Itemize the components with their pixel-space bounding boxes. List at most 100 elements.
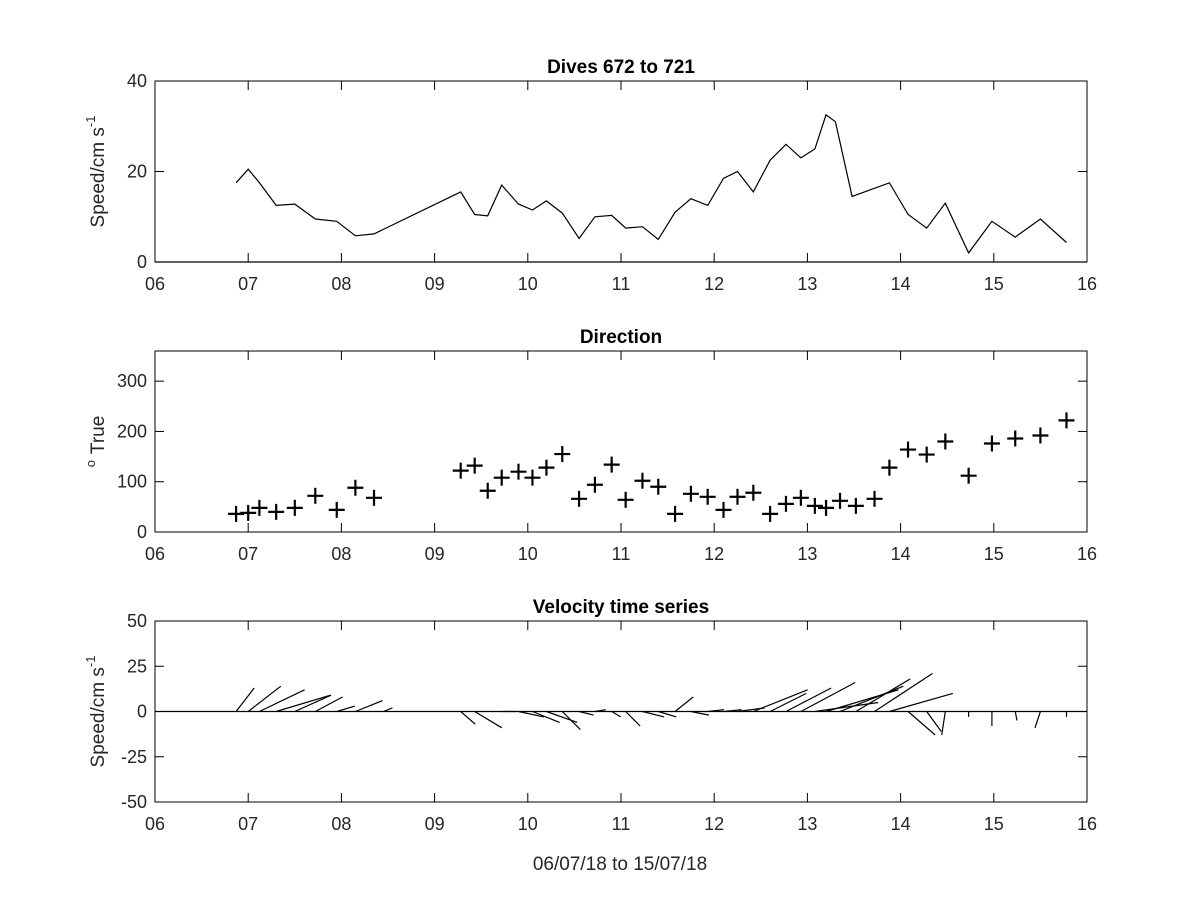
velocity-stick [561, 711, 581, 731]
velocity-stick [1034, 711, 1041, 728]
velocity-stick [690, 710, 710, 716]
velocity-stick [707, 709, 725, 713]
velocity-x-tick-label: 13 [797, 814, 817, 834]
direction-point [1058, 412, 1075, 429]
direction-point [571, 490, 588, 507]
direction-point [918, 446, 935, 463]
velocity-stick [723, 709, 742, 713]
velocity-panel-ylabel: Speed/cm s-1 [83, 656, 109, 768]
speed-panel: Dives 672 to 721 Speed/cm s-1 06 07 08 09 10… [83, 57, 1097, 294]
svg-text:Speed/cm s-1: Speed/cm s-1 [83, 116, 109, 228]
figure-xlabel: 06/07/18 to 15/07/18 [533, 854, 707, 875]
velocity-x-tick-label: 09 [425, 814, 445, 834]
velocity-stick [839, 685, 904, 713]
velocity-stick [926, 711, 942, 732]
svg-text:Speed/cm s-1: Speed/cm s-1 [83, 656, 109, 768]
direction-point [960, 467, 977, 484]
velocity-stick [625, 711, 641, 727]
speed-panel-ylabel-sup: -1 [83, 116, 98, 128]
velocity-stick [259, 689, 305, 713]
velocity-x-tick-label: 14 [891, 814, 911, 834]
velocity-stick [383, 707, 393, 713]
direction-x-tick-label: 12 [704, 544, 724, 564]
speed-plot-area [154, 80, 1088, 263]
velocity-y-tick-label: 25 [127, 656, 147, 676]
speed-x-tick-label: 15 [984, 274, 1004, 294]
direction-point [617, 491, 634, 508]
velocity-x-tick-label: 07 [238, 814, 258, 834]
direction-point [538, 459, 555, 476]
direction-point [452, 462, 469, 479]
velocity-stick [658, 710, 677, 718]
velocity-stick [355, 700, 383, 713]
speed-panel-ylabel-main: Speed/cm s [88, 127, 109, 227]
velocity-stick [336, 705, 355, 713]
velocity-x-tick-label: 16 [1077, 814, 1097, 834]
velocity-stick [874, 672, 933, 713]
velocity-panel-ylabel-main: Speed/cm s [88, 667, 109, 767]
velocity-stick [294, 694, 332, 713]
speed-x-tick-label: 11 [612, 274, 631, 294]
speed-x-tick-label: 07 [238, 274, 258, 294]
direction-x-tick-label: 08 [331, 544, 351, 564]
direction-x-tick-label: 16 [1077, 544, 1097, 564]
speed-x-tick-label: 06 [145, 274, 165, 294]
speed-panel-ylabel: Speed/cm s-1 [83, 116, 109, 228]
velocity-y-tick-label: -50 [121, 792, 147, 812]
speed-x-tick-label: 12 [704, 274, 724, 294]
direction-x-tick-label: 06 [145, 544, 165, 564]
direction-x-tick-label: 09 [425, 544, 445, 564]
velocity-stick [546, 710, 578, 723]
direction-point [1007, 430, 1024, 447]
speed-y-tick-label: 20 [127, 162, 147, 182]
direction-point [493, 469, 510, 486]
velocity-x-tick-label: 06 [145, 814, 165, 834]
direction-point [307, 487, 324, 504]
velocity-stick [855, 678, 911, 713]
velocity-stick [474, 710, 503, 729]
velocity-stick [235, 687, 255, 712]
direction-point [847, 497, 864, 514]
direction-x-tick-label: 10 [518, 544, 538, 564]
direction-panel-title: Direction [580, 327, 662, 348]
velocity-stick [642, 710, 665, 718]
speed-x-tick-label: 13 [797, 274, 817, 294]
speed-panel-title: Dives 672 to 721 [547, 57, 695, 78]
velocity-panel: Velocity time series Speed/cm s-1 06 07 08… [83, 597, 1097, 834]
velocity-stick [785, 687, 832, 713]
direction-y-tick-label: 100 [117, 472, 147, 492]
direction-point [682, 485, 699, 502]
velocity-y-tick-label: -25 [121, 747, 147, 767]
direction-point [268, 503, 285, 520]
direction-point [1032, 427, 1049, 444]
velocity-stick [315, 696, 343, 713]
direction-point [524, 469, 541, 486]
velocity-stick [578, 710, 594, 716]
direction-point [347, 479, 364, 496]
velocity-stick [907, 711, 936, 736]
direction-panel-ylabel-main: True [88, 416, 109, 454]
velocity-panel-title: Velocity time series [533, 597, 709, 618]
velocity-stick [941, 711, 946, 736]
velocity-stick [611, 710, 622, 718]
direction-point [586, 476, 603, 493]
direction-point [777, 495, 794, 512]
velocity-stick [769, 692, 807, 713]
direction-point [806, 497, 823, 514]
velocity-stick [460, 711, 476, 725]
direction-point [366, 489, 383, 506]
velocity-x-tick-label: 12 [704, 814, 724, 834]
direction-x-tick-label: 13 [797, 544, 817, 564]
direction-panel-ylabel-sup: o [83, 460, 98, 467]
direction-point [792, 489, 809, 506]
direction-y-tick-label: 300 [117, 371, 147, 391]
direction-point [762, 505, 779, 522]
velocity-panel-ylabel-sup: -1 [83, 656, 98, 668]
direction-point [251, 499, 268, 516]
direction-point [745, 484, 762, 501]
direction-point [286, 499, 303, 516]
velocity-stick [800, 681, 856, 713]
velocity-stick [753, 689, 808, 713]
direction-point [479, 482, 496, 499]
